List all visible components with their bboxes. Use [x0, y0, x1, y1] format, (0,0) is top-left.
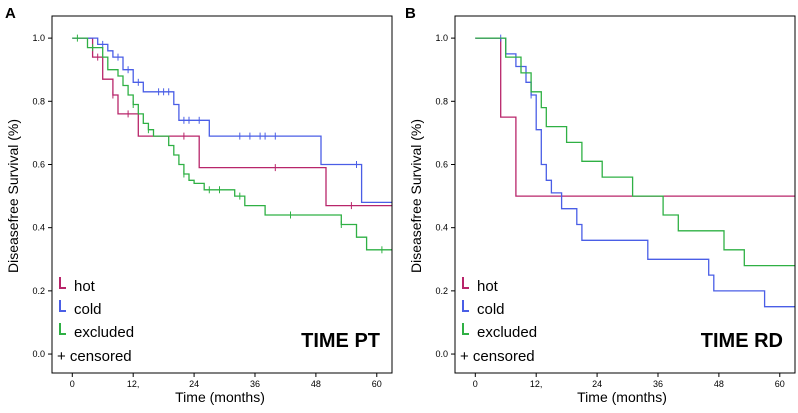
panel-b: B 0 12, 24 36 48 60 0.0 0.2 0.4 0.6 0.8 1.0 Time (… [405, 5, 796, 405]
legend-excluded-label: excluded [477, 324, 537, 341]
panel-label: B [405, 5, 416, 22]
x-tick-label: 12, [127, 379, 140, 389]
x-tick-label: 24 [592, 379, 602, 389]
km-curve-cold [475, 37, 795, 308]
legend-excluded-swatch [59, 323, 66, 335]
y-tick-label: 0.2 [435, 286, 448, 296]
y-axis-label: Diseasefree Survival (%) [408, 119, 424, 273]
x-tick-label: 36 [653, 379, 663, 389]
x-tick-label: 60 [372, 379, 382, 389]
legend-hot-label: hot [477, 278, 499, 295]
km-curve-cold [72, 37, 392, 204]
y-axis-label: Diseasefree Survival (%) [5, 119, 21, 273]
x-tick-label: 0 [70, 379, 75, 389]
legend: hot cold excluded + censored [460, 277, 537, 365]
legend-excluded-swatch [462, 323, 469, 335]
km-curve-hot [475, 37, 795, 197]
x-tick-label: 24 [189, 379, 199, 389]
y-tick-label: 0.2 [32, 286, 45, 296]
y-tick-label: 0.8 [32, 96, 45, 106]
y-tick-label: 0.4 [32, 223, 45, 233]
panel-a: A 0 12, 24 36 48 60 0.0 0.2 0.4 0.6 0.8 1.0 Time (… [5, 5, 393, 405]
legend-cold-swatch [462, 300, 469, 312]
x-tick-label: 48 [714, 379, 724, 389]
x-axis-label: Time (months) [175, 389, 265, 405]
y-tick-label: 0.4 [435, 223, 448, 233]
chart-title: TIME RD [701, 330, 783, 352]
legend-hot-label: hot [74, 278, 96, 295]
legend-hot-swatch [462, 277, 469, 289]
y-tick-label: 0.6 [32, 159, 45, 169]
legend-cold-swatch [59, 300, 66, 312]
panel-label: A [5, 5, 16, 22]
legend-hot-swatch [59, 277, 66, 289]
legend-cold-label: cold [74, 301, 102, 318]
x-tick-label: 12, [530, 379, 543, 389]
x-axis-label: Time (months) [577, 389, 667, 405]
x-tick-label: 48 [311, 379, 321, 389]
km-curve-hot [72, 37, 392, 207]
x-tick-label: 36 [250, 379, 260, 389]
y-tick-label: 0.0 [32, 349, 45, 359]
legend-censored-label: + censored [57, 348, 132, 365]
chart-title: TIME PT [301, 330, 380, 352]
km-curve-excluded [475, 37, 795, 267]
km-curve-excluded [72, 37, 392, 251]
y-tick-label: 0.8 [435, 96, 448, 106]
legend: hot cold excluded + censored [57, 277, 134, 365]
y-tick-label: 1.0 [435, 33, 448, 43]
x-tick-label: 60 [775, 379, 785, 389]
y-tick-label: 0.0 [435, 349, 448, 359]
plot-frame [454, 15, 796, 374]
y-tick-label: 1.0 [32, 33, 45, 43]
x-tick-label: 0 [473, 379, 478, 389]
legend-censored-label: + censored [460, 348, 535, 365]
plot-frame [51, 15, 393, 374]
legend-cold-label: cold [477, 301, 505, 318]
y-tick-label: 0.6 [435, 159, 448, 169]
legend-excluded-label: excluded [74, 324, 134, 341]
